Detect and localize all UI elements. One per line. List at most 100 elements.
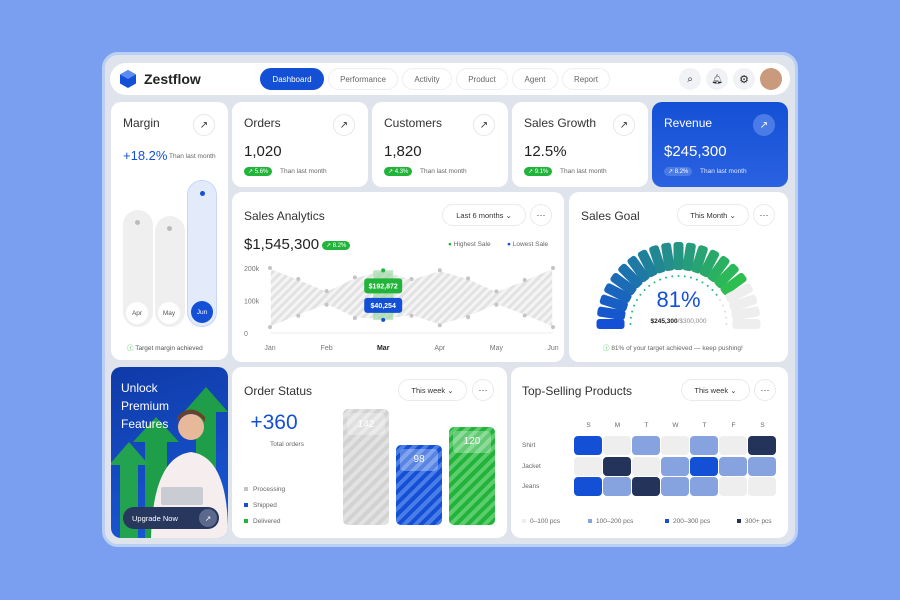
low-point[interactable] [296, 313, 301, 318]
gauge-tick [629, 316, 632, 319]
order-bar-processing[interactable]: 142 [343, 409, 389, 525]
more-button[interactable]: ··· [530, 204, 552, 226]
order-bar-delivered[interactable]: 120 [449, 426, 495, 525]
gauge-segment [707, 255, 730, 283]
high-point[interactable] [296, 277, 301, 282]
upgrade-label: Upgrade Now [132, 513, 178, 523]
heatmap-cell[interactable] [719, 456, 747, 476]
notifications-button[interactable]: 🔔︎ [706, 68, 728, 90]
heatmap-cell[interactable] [632, 456, 660, 476]
heatmap-cell[interactable] [719, 436, 747, 455]
high-point[interactable] [437, 268, 442, 273]
gauge-tick [635, 299, 638, 301]
heatmap-cell[interactable] [661, 456, 689, 476]
low-point[interactable] [268, 325, 272, 330]
low-point[interactable] [352, 316, 357, 321]
high-point[interactable] [324, 289, 329, 294]
gauge-tick [701, 281, 704, 284]
legend-swatch [244, 487, 248, 491]
period-dropdown[interactable]: Last 6 months ⌄ [442, 204, 526, 226]
low-point[interactable] [381, 317, 386, 322]
order-period-dropdown[interactable]: This week ⌄ [398, 379, 467, 401]
order-bar-value: 142 [347, 413, 385, 435]
settings-button[interactable]: ⚙ [733, 68, 755, 90]
high-point[interactable] [466, 276, 471, 281]
gauge-segment [699, 249, 720, 278]
y-tick: 0 [244, 331, 248, 338]
search-button[interactable]: ⌕ [679, 68, 701, 90]
goal-more-button[interactable]: ··· [753, 204, 775, 226]
kpi-open-button[interactable]: ↗ [613, 114, 635, 136]
heatmap-cell[interactable] [603, 477, 631, 496]
kpi-open-button[interactable]: ↗ [333, 114, 355, 136]
day-label: F [731, 422, 736, 429]
goal-note: 81% of your target achieved — keep pushi… [611, 345, 743, 352]
top-more-button[interactable]: ··· [754, 379, 776, 401]
order-status-card: Order Status This week ⌄ ··· +360 Total … [232, 367, 507, 538]
tab-activity[interactable]: Activity [402, 68, 452, 90]
low-point[interactable] [551, 325, 555, 330]
sales-range-band [269, 266, 554, 329]
margin-open-button[interactable]: ↗ [193, 114, 215, 136]
heatmap-cell[interactable] [603, 456, 631, 476]
brand-name: Zestflow [144, 71, 201, 87]
order-more-button[interactable]: ··· [472, 379, 494, 401]
heatmap-cell[interactable] [603, 436, 631, 455]
low-point[interactable] [466, 315, 471, 320]
heatmap-cell[interactable] [719, 477, 747, 496]
margin-bar-jun[interactable]: Jun [187, 180, 217, 327]
day-label: T [644, 422, 649, 429]
heatmap-cell[interactable] [748, 436, 776, 455]
high-point[interactable] [352, 275, 357, 280]
x-tick: Jan [264, 345, 275, 352]
heatmap-cell[interactable] [574, 477, 602, 496]
tab-dashboard[interactable]: Dashboard [260, 68, 324, 90]
heatmap-cell[interactable] [632, 477, 660, 496]
high-point[interactable] [409, 277, 414, 282]
avatar[interactable] [760, 68, 782, 90]
upgrade-now-button[interactable]: Upgrade Now ↗ [123, 507, 219, 529]
sales-goal-title: Sales Goal [581, 209, 640, 223]
low-point[interactable] [409, 313, 414, 318]
legend-dot-high: ● [448, 241, 452, 248]
high-point[interactable] [268, 266, 272, 270]
high-point[interactable] [522, 278, 527, 283]
goal-period-dropdown[interactable]: This Month ⌄ [677, 204, 749, 226]
margin-bar-apr[interactable]: Apr [123, 210, 153, 327]
gauge-tick [659, 278, 662, 281]
low-point[interactable] [494, 302, 499, 307]
kpi-change-badge: ↗ 4.3% [384, 167, 413, 176]
x-tick: Feb [321, 345, 333, 352]
low-point[interactable] [437, 323, 442, 328]
heatmap-cell[interactable] [690, 436, 718, 455]
high-point[interactable] [381, 268, 386, 273]
order-bar-shipped[interactable]: 98 [396, 444, 442, 525]
kpi-title: Sales Growth [524, 116, 597, 130]
high-point[interactable] [551, 266, 555, 270]
kpi-open-button[interactable]: ↗ [473, 114, 495, 136]
margin-bar-may[interactable]: May [155, 216, 185, 327]
tab-performance[interactable]: Performance [328, 68, 398, 90]
tab-agent[interactable]: Agent [512, 68, 558, 90]
heatmap-cell[interactable] [690, 456, 718, 476]
tab-product[interactable]: Product [456, 68, 508, 90]
gauge-tick [633, 304, 636, 307]
heatmap-cell[interactable] [748, 456, 776, 476]
heatmap-cell[interactable] [748, 477, 776, 496]
goal-target: /$300,000 [677, 318, 707, 325]
heatmap-cell[interactable] [632, 436, 660, 455]
low-point[interactable] [522, 313, 527, 318]
tab-report[interactable]: Report [562, 68, 610, 90]
heatmap-cell[interactable] [574, 456, 602, 476]
high-point[interactable] [494, 289, 499, 294]
legend-delivered: Delivered [244, 518, 280, 525]
gauge-segment [597, 306, 626, 321]
gauge-segment [682, 242, 696, 272]
low-point[interactable] [324, 302, 329, 307]
heatmap-cell[interactable] [690, 477, 718, 496]
top-period-dropdown[interactable]: This week ⌄ [681, 379, 750, 401]
heatmap-cell[interactable] [661, 436, 689, 455]
heatmap-cell[interactable] [574, 436, 602, 455]
heatmap-cell[interactable] [661, 477, 689, 496]
kpi-open-button[interactable]: ↗ [753, 114, 775, 136]
